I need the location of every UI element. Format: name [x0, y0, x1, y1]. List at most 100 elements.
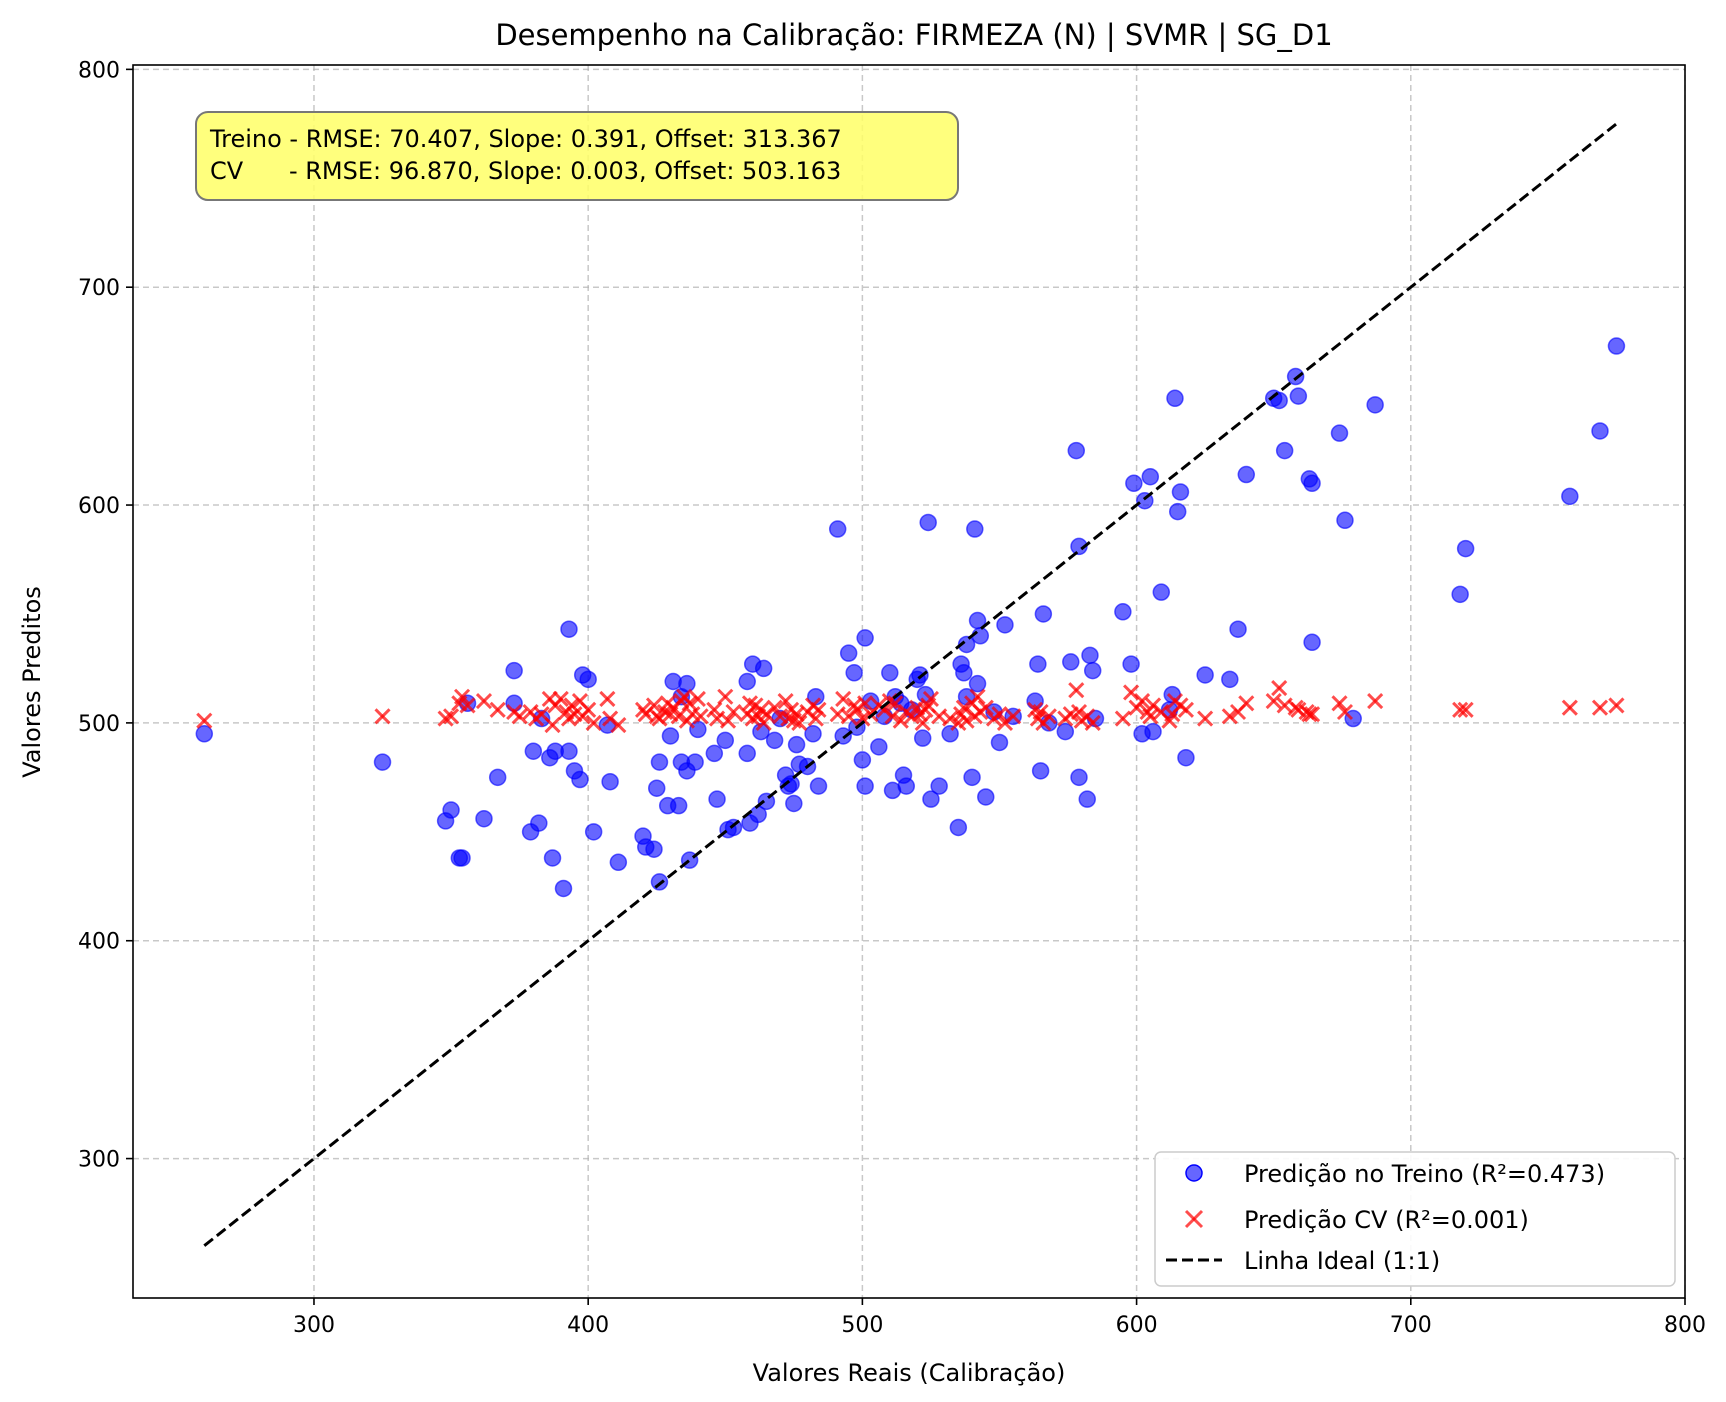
train-point — [919, 513, 937, 532]
train-point — [1062, 653, 1080, 671]
chart-title: Desempenho na Calibração: FIRMEZA (N) | … — [495, 18, 1332, 52]
train-point — [689, 720, 707, 739]
train-point — [1171, 483, 1190, 501]
train-point — [532, 709, 551, 728]
train-point — [828, 520, 847, 538]
y-tick-label: 600 — [78, 494, 120, 519]
train-point — [897, 777, 916, 795]
train-point — [845, 664, 863, 682]
train-point — [930, 777, 948, 795]
cv-point — [459, 697, 476, 714]
train-point — [1056, 722, 1075, 741]
legend-label-ideal-line: Linha Ideal (1:1) — [1244, 1247, 1440, 1275]
train-point — [1221, 670, 1239, 689]
cv-point — [887, 695, 904, 712]
train-point — [1083, 661, 1102, 680]
train-point — [809, 777, 828, 795]
train-point — [650, 753, 669, 771]
cv-point — [1457, 701, 1474, 718]
stats-annotation-box: Treino - RMSE: 70.407, Slope: 0.391, Off… — [195, 111, 959, 201]
stats-box-background — [195, 111, 959, 201]
train-point — [560, 742, 578, 760]
cv-point — [1221, 708, 1238, 725]
train-point — [1144, 722, 1162, 741]
train-point — [560, 620, 578, 638]
train-point — [856, 629, 874, 647]
train-point — [1125, 474, 1143, 493]
cv-point — [884, 708, 901, 725]
legend: Predição no Treino (R²=0.473) Predição C… — [1154, 1151, 1676, 1287]
train-point — [686, 753, 704, 771]
train-point — [738, 744, 756, 763]
stats-line-cv: CV - RMSE: 96.870, Slope: 0.003, Offset:… — [210, 157, 841, 185]
cv-point — [977, 699, 994, 716]
train-point — [804, 725, 822, 743]
cv-point — [552, 690, 569, 707]
cv-point — [955, 699, 972, 716]
cv-point — [1084, 714, 1101, 731]
train-point — [834, 727, 852, 745]
cv-point — [810, 701, 827, 718]
train-point — [1078, 790, 1096, 808]
cv-point — [1301, 706, 1318, 723]
train-point — [442, 801, 460, 819]
legend-label-treino: Predição no Treino (R²=0.473) — [1244, 1160, 1605, 1188]
cv-point — [544, 717, 561, 734]
train-point — [1275, 441, 1294, 460]
cv-point — [1238, 695, 1255, 712]
train-point — [716, 731, 735, 750]
cv-point — [807, 710, 824, 727]
legend-frame — [1154, 1151, 1676, 1287]
train-point — [543, 849, 562, 867]
train-point — [554, 879, 573, 898]
train-point — [785, 794, 803, 813]
cv-point — [857, 695, 874, 712]
train-point — [1607, 337, 1626, 355]
legend-marker-cv — [1184, 1209, 1204, 1229]
y-tick-label: 700 — [78, 276, 120, 301]
cv-point — [791, 714, 808, 731]
train-point — [1081, 646, 1099, 665]
train-point — [765, 731, 784, 750]
cv-point — [1336, 703, 1354, 721]
train-point — [1456, 539, 1475, 558]
train-point — [754, 659, 773, 678]
x-tick-label: 500 — [841, 1313, 883, 1338]
train-point — [941, 725, 959, 743]
y-tick-label: 300 — [78, 1148, 120, 1173]
train-point — [990, 733, 1009, 752]
train-point — [601, 772, 619, 791]
cv-point — [1070, 703, 1088, 721]
train-point — [1168, 502, 1187, 521]
train-point — [373, 753, 392, 771]
train-point — [1286, 367, 1305, 386]
train-point — [1196, 666, 1214, 684]
train-point — [1029, 655, 1047, 673]
train-point — [1070, 768, 1088, 787]
train-point — [957, 635, 976, 654]
series-2 — [203, 122, 1618, 1247]
x-tick-label: 800 — [1664, 1313, 1706, 1338]
train-point — [1070, 537, 1088, 556]
train-point — [966, 520, 984, 538]
cv-point — [717, 688, 734, 705]
train-point — [1289, 387, 1308, 405]
x-tick-label: 300 — [293, 1313, 335, 1338]
train-point — [955, 664, 973, 682]
train-point — [963, 768, 981, 787]
train-point — [678, 674, 696, 693]
train-point — [971, 627, 990, 645]
train-point — [579, 670, 597, 689]
x-tick-label: 600 — [1116, 1313, 1158, 1338]
x-tick-label: 400 — [567, 1313, 609, 1338]
cv-point — [1114, 710, 1131, 727]
legend-label-cv: Predição CV (R²=0.001) — [1244, 1206, 1529, 1234]
cv-point — [1197, 710, 1214, 727]
cv-point — [1304, 706, 1321, 723]
cv-point — [1040, 708, 1057, 725]
y-tick-label: 500 — [78, 712, 120, 737]
train-point — [530, 814, 548, 832]
train-point — [708, 790, 726, 808]
train-point — [1591, 422, 1609, 440]
